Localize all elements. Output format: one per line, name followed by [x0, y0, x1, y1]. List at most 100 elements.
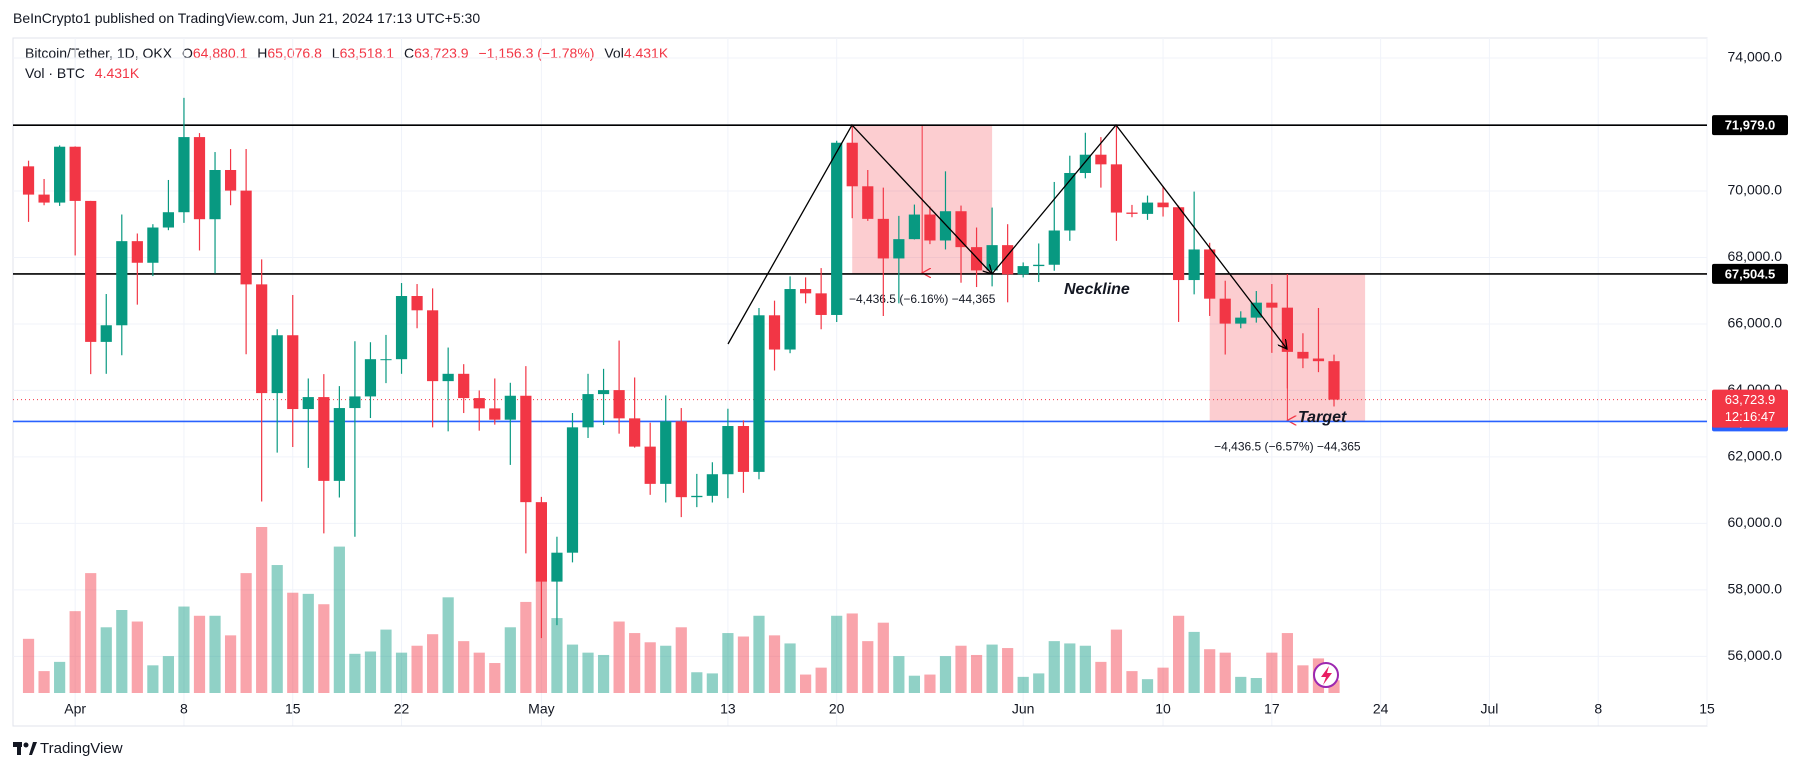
x-tick-label: 8 — [1594, 701, 1602, 717]
candle-body — [333, 408, 345, 481]
candle-body — [489, 408, 501, 420]
volume-bar — [815, 667, 827, 693]
candle-body — [675, 421, 687, 498]
volume-title: Vol · BTC — [25, 65, 85, 81]
candle-body — [893, 239, 905, 259]
legend-value: 64,880.1 — [192, 45, 248, 61]
x-tick-label: 17 — [1264, 701, 1280, 717]
candle-body — [54, 146, 66, 203]
candle-body — [939, 211, 952, 241]
candle-body — [395, 296, 408, 360]
volume-bar — [877, 622, 889, 693]
legend-value: 63,518.1 — [339, 45, 395, 61]
candle-body — [1157, 202, 1169, 208]
volume-bar — [955, 645, 967, 693]
candle-body — [1033, 264, 1045, 267]
volume-bar — [768, 635, 781, 693]
volume-bar — [800, 674, 812, 693]
volume-bar — [660, 645, 672, 693]
x-tick-label: May — [528, 701, 554, 717]
candle-body — [193, 137, 206, 220]
volume-bar — [597, 654, 610, 693]
candle-body — [660, 421, 672, 484]
volume-bar — [1266, 652, 1278, 693]
level-tag — [1712, 263, 1788, 284]
volume-bar — [22, 638, 35, 693]
volume-bar — [908, 675, 920, 693]
candle-body — [1250, 302, 1262, 318]
volume-bar — [1173, 615, 1185, 693]
candle-body — [753, 315, 765, 472]
volume-bar — [1048, 641, 1060, 693]
x-tick-label: 15 — [285, 701, 301, 717]
ohlc-legend: Bitcoin/Tether, 1D, OKX O64,880.1 H65,07… — [25, 45, 668, 61]
volume-bar — [489, 663, 501, 693]
volume-bar — [38, 671, 50, 693]
candle-body — [1002, 245, 1014, 275]
y-tick-label: 74,000.0 — [1728, 49, 1783, 65]
volume-bar — [224, 635, 237, 693]
x-tick-label: Apr — [64, 701, 86, 717]
x-tick-label: 20 — [829, 701, 845, 717]
candle-body — [862, 186, 874, 219]
candle-body — [566, 427, 579, 553]
x-tick-label: 10 — [1155, 701, 1171, 717]
measure-label: −4,436.5 (−6.16%) −44,365 — [849, 292, 996, 306]
candle-body — [1017, 266, 1029, 275]
level-tag — [1712, 115, 1788, 136]
y-tick-label: 68,000.0 — [1728, 248, 1783, 264]
candle-body — [256, 284, 268, 394]
volume-bar — [349, 653, 361, 693]
legend-value: 63,723.9 — [414, 45, 469, 61]
legend-key: L — [331, 45, 340, 61]
legend-key: O — [181, 45, 193, 61]
candle-body — [318, 397, 330, 481]
candle-body — [364, 359, 377, 397]
candle-body — [1110, 164, 1123, 213]
candle-body — [846, 142, 858, 187]
volume-bar — [473, 652, 485, 693]
y-tick-label: 62,000.0 — [1728, 448, 1783, 464]
candle-body — [1297, 351, 1309, 359]
candle-body — [271, 335, 283, 394]
x-tick-label: 24 — [1373, 701, 1389, 717]
legend-change: −1,156.3 (−1.78%) — [478, 45, 595, 61]
candle-body — [831, 142, 843, 315]
candle-body — [613, 390, 625, 419]
volume-bar — [862, 641, 874, 693]
volume-bar — [69, 611, 81, 693]
candle-body — [473, 398, 485, 409]
volume-bar — [1126, 671, 1138, 693]
y-tick-label: 66,000.0 — [1728, 315, 1783, 331]
x-tick-label: 8 — [180, 701, 188, 717]
volume-bar — [302, 593, 314, 693]
neckline-label: Neckline — [1064, 281, 1130, 298]
alert-icon-bolt — [1321, 666, 1332, 685]
volume-bar — [1281, 633, 1293, 693]
candle-body — [1235, 317, 1247, 324]
candle-body — [22, 166, 35, 195]
candle-body — [302, 397, 314, 410]
candle-body — [349, 396, 361, 409]
volume-bar — [970, 654, 983, 693]
last-price-label: 63,723.9 — [1725, 392, 1776, 407]
publisher-header: BeInCrypto1 published on TradingView.com… — [13, 10, 481, 26]
candle-body — [908, 214, 920, 240]
volume-bar — [193, 615, 206, 693]
candle-body — [411, 296, 423, 311]
y-tick-label: 56,000.0 — [1728, 647, 1783, 663]
y-tick-label: 58,000.0 — [1728, 581, 1783, 597]
volume-bar — [54, 661, 66, 693]
volume-bar — [162, 656, 175, 693]
candle-body — [706, 474, 718, 496]
candle-body — [955, 211, 967, 248]
candle-body — [1126, 212, 1138, 214]
volume-bar — [893, 656, 905, 693]
volume-bar — [722, 633, 734, 693]
candle-body — [815, 293, 827, 315]
candle-body — [597, 390, 610, 395]
footer: TradingView — [40, 740, 123, 757]
volume-bar — [566, 644, 579, 693]
candle-body — [1312, 358, 1325, 362]
volume-bar — [846, 613, 858, 693]
